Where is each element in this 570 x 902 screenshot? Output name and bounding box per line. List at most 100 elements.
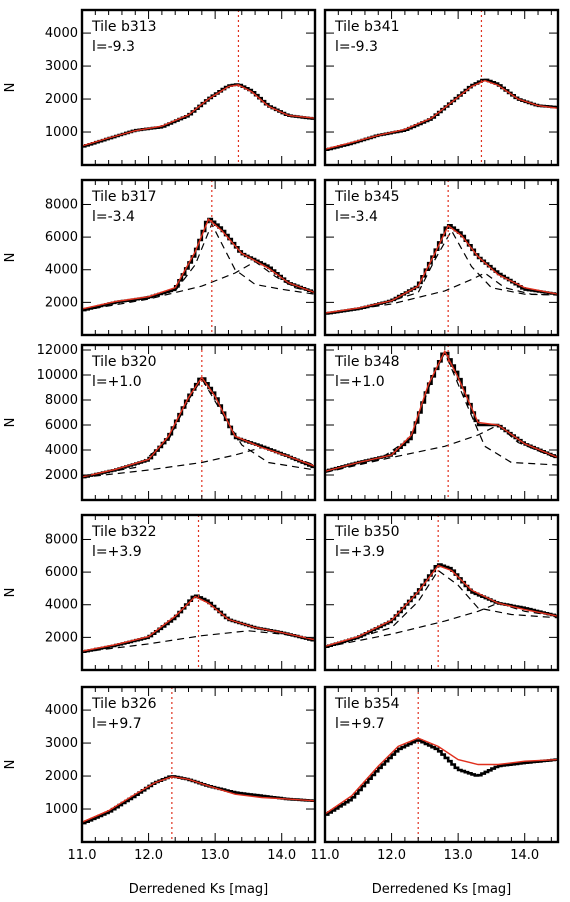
y-tick-label: 1000 [45,125,78,140]
longitude-label: l=+9.7 [335,716,385,732]
histogram-series [82,377,315,479]
chart-panel: 11.0 12.0 13.0 14.0 Tile b354 l=+9.7 [311,685,560,863]
tile-label: Tile b341 [334,19,400,35]
y-tick-label: 4000 [45,26,78,41]
y-axis-title: N [3,253,18,263]
fit-series [81,775,316,823]
x-axis-title: Derredened Ks [mag] [129,882,269,897]
tile-label: Tile b350 [334,524,400,540]
histogram-series [82,775,315,825]
x-tick-label: 12.0 [134,848,163,863]
plot-frame [323,178,560,337]
tile-label: Tile b354 [334,696,400,712]
chart-panel: 1000 2000 3000 4000 11.0 12.0 13.0 14.0 Tile b32… [45,685,317,863]
plot-frame [80,685,317,844]
tile-label: Tile b320 [91,354,157,370]
chart-panel: 2000 4000 6000 8000 10000 12000 Tile b320 l=+1.… [37,343,317,502]
histogram-series [82,217,315,312]
component-fit-series [324,569,559,648]
plot-frame [323,685,560,844]
component-fit-series [81,630,316,653]
histogram-series [325,351,558,473]
y-tick-label: 4000 [45,703,78,718]
chart-panel: Tile b350 l=+3.9 [323,513,560,672]
plot-frame [323,513,560,672]
y-tick-label: 4000 [45,263,78,278]
longitude-label: l=+1.0 [335,374,385,390]
x-tick-label: 11.0 [311,848,340,863]
y-tick-label: 2000 [45,92,78,107]
component-fit-series [81,377,316,477]
longitude-label: l=+3.9 [92,544,142,560]
x-tick-label: 14.0 [267,848,296,863]
y-tick-label: 3000 [45,736,78,751]
component-fit-series [324,602,559,648]
y-tick-label: 2000 [45,295,78,310]
component-fit-series [81,260,316,312]
x-tick-label: 13.0 [444,848,473,863]
plot-frame [80,343,317,502]
fit-series [81,595,316,652]
histogram-series [325,78,558,151]
longitude-label: l=-3.4 [92,209,135,225]
chart-panel: Tile b341 l=-9.3 [323,8,560,167]
tile-label: Tile b317 [91,189,157,205]
fit-series [324,737,559,815]
plot-frame [323,343,560,502]
y-tick-label: 12000 [37,343,78,358]
histogram-series [325,739,558,816]
fit-series [324,224,559,314]
component-fit-series [324,351,559,472]
chart-panel: Tile b345 l=-3.4 [323,178,560,337]
y-tick-label: 8000 [45,532,78,547]
longitude-label: l=+1.0 [92,374,142,390]
longitude-label: l=+9.7 [92,716,142,732]
longitude-label: l=-9.3 [92,39,135,55]
tile-label: Tile b345 [334,189,400,205]
longitude-label: l=-3.4 [335,209,378,225]
tile-label: Tile b322 [91,524,157,540]
chart-panel: 2000 4000 6000 8000 Tile b317 l=-3.4 [45,178,317,337]
y-tick-label: 2000 [45,468,78,483]
plot-frame [323,8,560,167]
histogram-series [325,563,558,648]
y-tick-label: 2000 [45,769,78,784]
component-fit-series [324,272,559,315]
plot-frame [80,8,317,167]
chart-panel: 2000 4000 6000 8000 Tile b322 l=+3.9 [45,513,317,672]
y-tick-label: 6000 [45,565,78,580]
chart-panel: 1000 2000 3000 4000 Tile b313 l=-9.3 [45,8,317,167]
chart-panel: Tile b348 l=+1.0 [323,343,560,502]
component-fit-series [81,222,316,310]
fit-series [324,564,559,647]
y-tick-label: 3000 [45,59,78,74]
longitude-label: l=+3.9 [335,544,385,560]
x-tick-label: 12.0 [377,848,406,863]
longitude-label: l=-9.3 [335,39,378,55]
tile-label: Tile b313 [91,19,157,35]
y-tick-label: 1000 [45,802,78,817]
y-tick-label: 4000 [45,598,78,613]
tile-label: Tile b348 [334,354,400,370]
x-tick-label: 11.0 [68,848,97,863]
histogram-series [82,594,315,653]
x-tick-label: 13.0 [201,848,230,863]
plot-frame [80,513,317,672]
fit-series [324,79,559,150]
component-fit-series [324,229,559,314]
x-tick-label: 14.0 [510,848,539,863]
y-axis-title: N [3,588,18,598]
y-axis-title: N [3,418,18,428]
y-tick-label: 8000 [45,393,78,408]
fit-series [81,376,316,478]
y-axis-title: N [3,83,18,93]
x-axis-title: Derredened Ks [mag] [372,882,512,897]
y-tick-label: 2000 [45,630,78,645]
y-tick-label: 6000 [45,230,78,245]
y-tick-label: 4000 [45,443,78,458]
tile-label: Tile b326 [91,696,157,712]
y-tick-label: 10000 [37,368,78,383]
component-fit-series [324,424,559,474]
